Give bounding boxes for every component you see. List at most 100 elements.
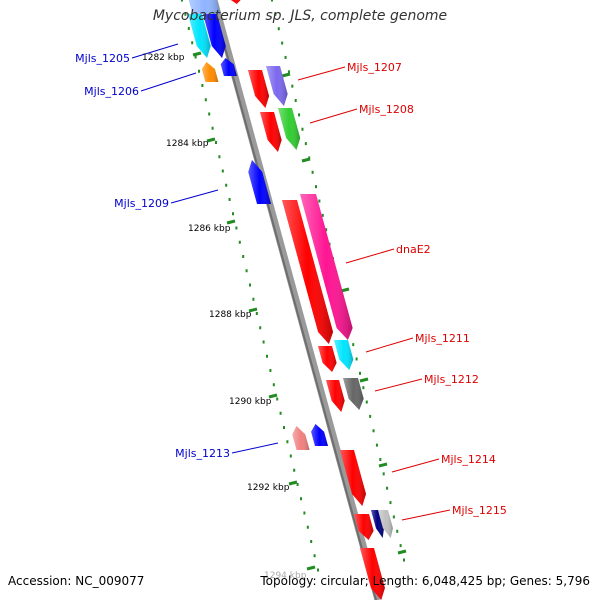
accession-text: Accession: NC_009077 (8, 574, 145, 588)
tick-dot-outer (403, 558, 405, 562)
tick-dot-inner (303, 511, 306, 515)
tick-dot-outer (274, 12, 277, 16)
major-tick (288, 480, 298, 486)
leader-mjls-1215 (401, 509, 451, 521)
tick-dot-inner (232, 212, 234, 216)
gene-arrow-shading (188, 0, 221, 14)
gene-arrow-shading (360, 548, 385, 600)
label-mjls-1212: Mjls_1212 (424, 373, 479, 386)
tick-dot-inner (259, 326, 262, 330)
tick-dot-inner (194, 55, 197, 59)
tick-dot-outer (369, 414, 372, 418)
tick-dot-inner (289, 454, 292, 458)
major-tick (206, 137, 216, 143)
tick-dot-inner (255, 312, 258, 315)
gene-arrow-shading (220, 58, 237, 76)
tick-dot-inner (293, 468, 296, 472)
gene-labels: Mjls_1205 Mjls_1206 Mjls_1207 Mjls_1208 Mjls… (75, 52, 507, 517)
label-mjls-1208: Mjls_1208 (359, 103, 414, 116)
tick-dot-inner (204, 98, 207, 102)
leader-mjls-1211 (365, 337, 414, 353)
tick-dot-inner (252, 297, 255, 301)
major-tick (281, 72, 291, 78)
tick-dot-outer (365, 400, 368, 404)
scale-label: 1292 kbp (247, 483, 290, 493)
scale-label: 1294 kbp (264, 571, 307, 581)
tick-dot-outer (379, 457, 382, 461)
tick-dot-inner (225, 183, 228, 187)
tick-dot-inner (306, 525, 309, 529)
genome-summary-text: Topology: circular; Length: 6,048,425 bp… (260, 574, 590, 588)
tick-dot-inner (249, 283, 251, 287)
tick-dot-outer (311, 170, 314, 174)
tick-dot-outer (396, 529, 399, 533)
gene-mjls-1206-arrow-shading (201, 62, 219, 82)
tick-dot-outer (392, 515, 395, 519)
tick-dot-inner (187, 27, 190, 30)
tick-dot-outer (281, 41, 284, 45)
scale-label: 1290 kbp (229, 397, 272, 407)
tick-dot-inner (262, 340, 265, 344)
gene-features (188, 0, 393, 600)
tick-dot-inner (201, 84, 204, 87)
gene-arrow-shading (326, 380, 345, 412)
leader-mjls-1208 (309, 108, 358, 124)
leader-mjls-1206 (140, 72, 197, 92)
label-dnae2: dnaE2 (396, 243, 431, 256)
tick-dot-inner (276, 397, 279, 401)
gene-arrow-shading (230, 0, 241, 4)
major-tick (397, 549, 407, 555)
label-mjls-1205: Mjls_1205 (75, 52, 130, 65)
major-tick (248, 307, 258, 313)
tick-dot-outer (301, 127, 304, 131)
tick-dot-outer (287, 70, 290, 74)
backbone-line (210, 0, 382, 601)
leader-dnae2 (345, 248, 395, 264)
tick-dot-inner (266, 354, 268, 358)
tick-dot-inner (272, 383, 275, 387)
gene-arrow-shading (203, 14, 226, 58)
label-mjls-1211: Mjls_1211 (415, 332, 470, 345)
tick-dot-inner (242, 255, 245, 258)
tick-dot-inner (300, 497, 302, 501)
gene-mjls-1214-arrow-shading (340, 450, 367, 506)
tick-dot-inner (228, 198, 231, 201)
label-mjls-1206: Mjls_1206 (84, 85, 139, 98)
tick-dot-inner (218, 155, 221, 159)
tick-dot-inner (269, 369, 272, 372)
tick-dot-inner (235, 226, 238, 230)
label-mjls-1215: Mjls_1215 (452, 504, 507, 517)
tick-dot-outer (321, 213, 324, 217)
scale-label: 1284 kbp (166, 139, 209, 149)
gene-arrow-shading (354, 514, 374, 540)
genome-backbone (210, 0, 382, 601)
gene-mjls-1212-arrow-shading (343, 378, 364, 410)
tick-dot-outer (298, 113, 301, 117)
gene-arrow-shading (282, 200, 334, 344)
major-tick (359, 377, 369, 383)
gene-mjls-1211-arrow-shading (334, 340, 354, 370)
tick-dot-inner (191, 41, 194, 45)
tick-dot-outer (277, 27, 280, 31)
gene-dnae2-arrow-shading (300, 194, 353, 340)
label-mjls-1207: Mjls_1207 (347, 61, 402, 74)
major-tick (268, 393, 278, 399)
tick-dot-outer (359, 371, 361, 375)
leader-mjls-1213 (231, 442, 279, 454)
gene-mjls-1209-arrow-shading (248, 160, 272, 204)
gene-mjls-1207-arrow-shading (266, 66, 288, 106)
tick-dot-outer (318, 199, 321, 203)
leader-mjls-1205 (131, 43, 179, 59)
major-tick (306, 565, 316, 571)
gene-arrow-shading (311, 424, 329, 446)
tick-dot-inner (221, 169, 224, 173)
tick-dot-outer (325, 228, 328, 232)
tick-dot-outer (304, 142, 307, 146)
tick-dot-outer (294, 99, 297, 103)
scale-label: 1286 kbp (188, 224, 231, 234)
gene-mjls-1205-arrow-shading (188, 14, 211, 58)
genome-title: Mycobacterium sp. JLS, complete genome (152, 8, 448, 24)
tick-dot-outer (372, 429, 375, 433)
